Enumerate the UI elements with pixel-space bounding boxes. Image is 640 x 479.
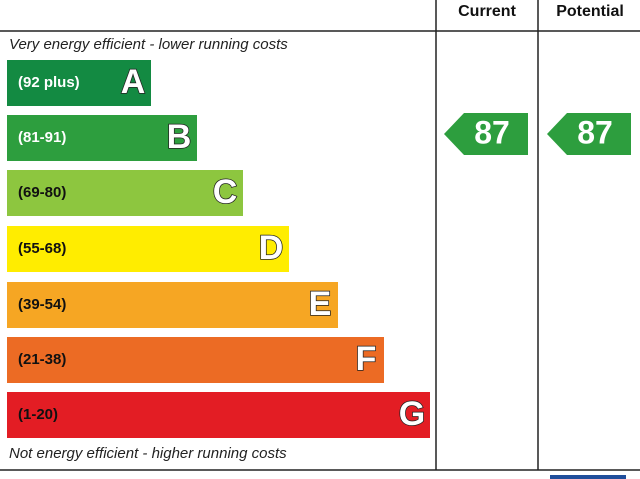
current-score: 87	[474, 114, 510, 150]
band-letter: A	[121, 63, 146, 101]
band-letter: G	[399, 395, 425, 433]
band-bar	[7, 226, 289, 272]
top-note: Very energy efficient - lower running co…	[9, 36, 288, 53]
potential-score: 87	[577, 114, 613, 150]
potential-arrow	[547, 113, 631, 155]
band-bar	[7, 392, 430, 438]
band-bar	[7, 60, 151, 106]
current-arrow	[444, 113, 528, 155]
band-letter: F	[356, 340, 377, 378]
band-bar	[7, 170, 243, 216]
footer-tab	[550, 475, 626, 479]
band-range: (55-68)	[18, 240, 66, 257]
band-letter: B	[167, 118, 192, 156]
band-range: (21-38)	[18, 351, 66, 368]
potential-header: Potential	[556, 3, 624, 20]
band-letter: D	[259, 229, 284, 267]
band-range: (39-54)	[18, 296, 66, 313]
band-range: (81-91)	[18, 129, 66, 146]
band-range: (69-80)	[18, 184, 66, 201]
band-bar	[7, 115, 197, 161]
band-letter: C	[213, 173, 238, 211]
band-range: (92 plus)	[18, 74, 80, 91]
band-bar	[7, 337, 384, 383]
band-letter: E	[309, 285, 332, 323]
current-header: Current	[458, 3, 516, 20]
band-range: (1-20)	[18, 406, 58, 423]
band-bar	[7, 282, 338, 328]
bottom-note: Not energy efficient - higher running co…	[9, 445, 287, 462]
